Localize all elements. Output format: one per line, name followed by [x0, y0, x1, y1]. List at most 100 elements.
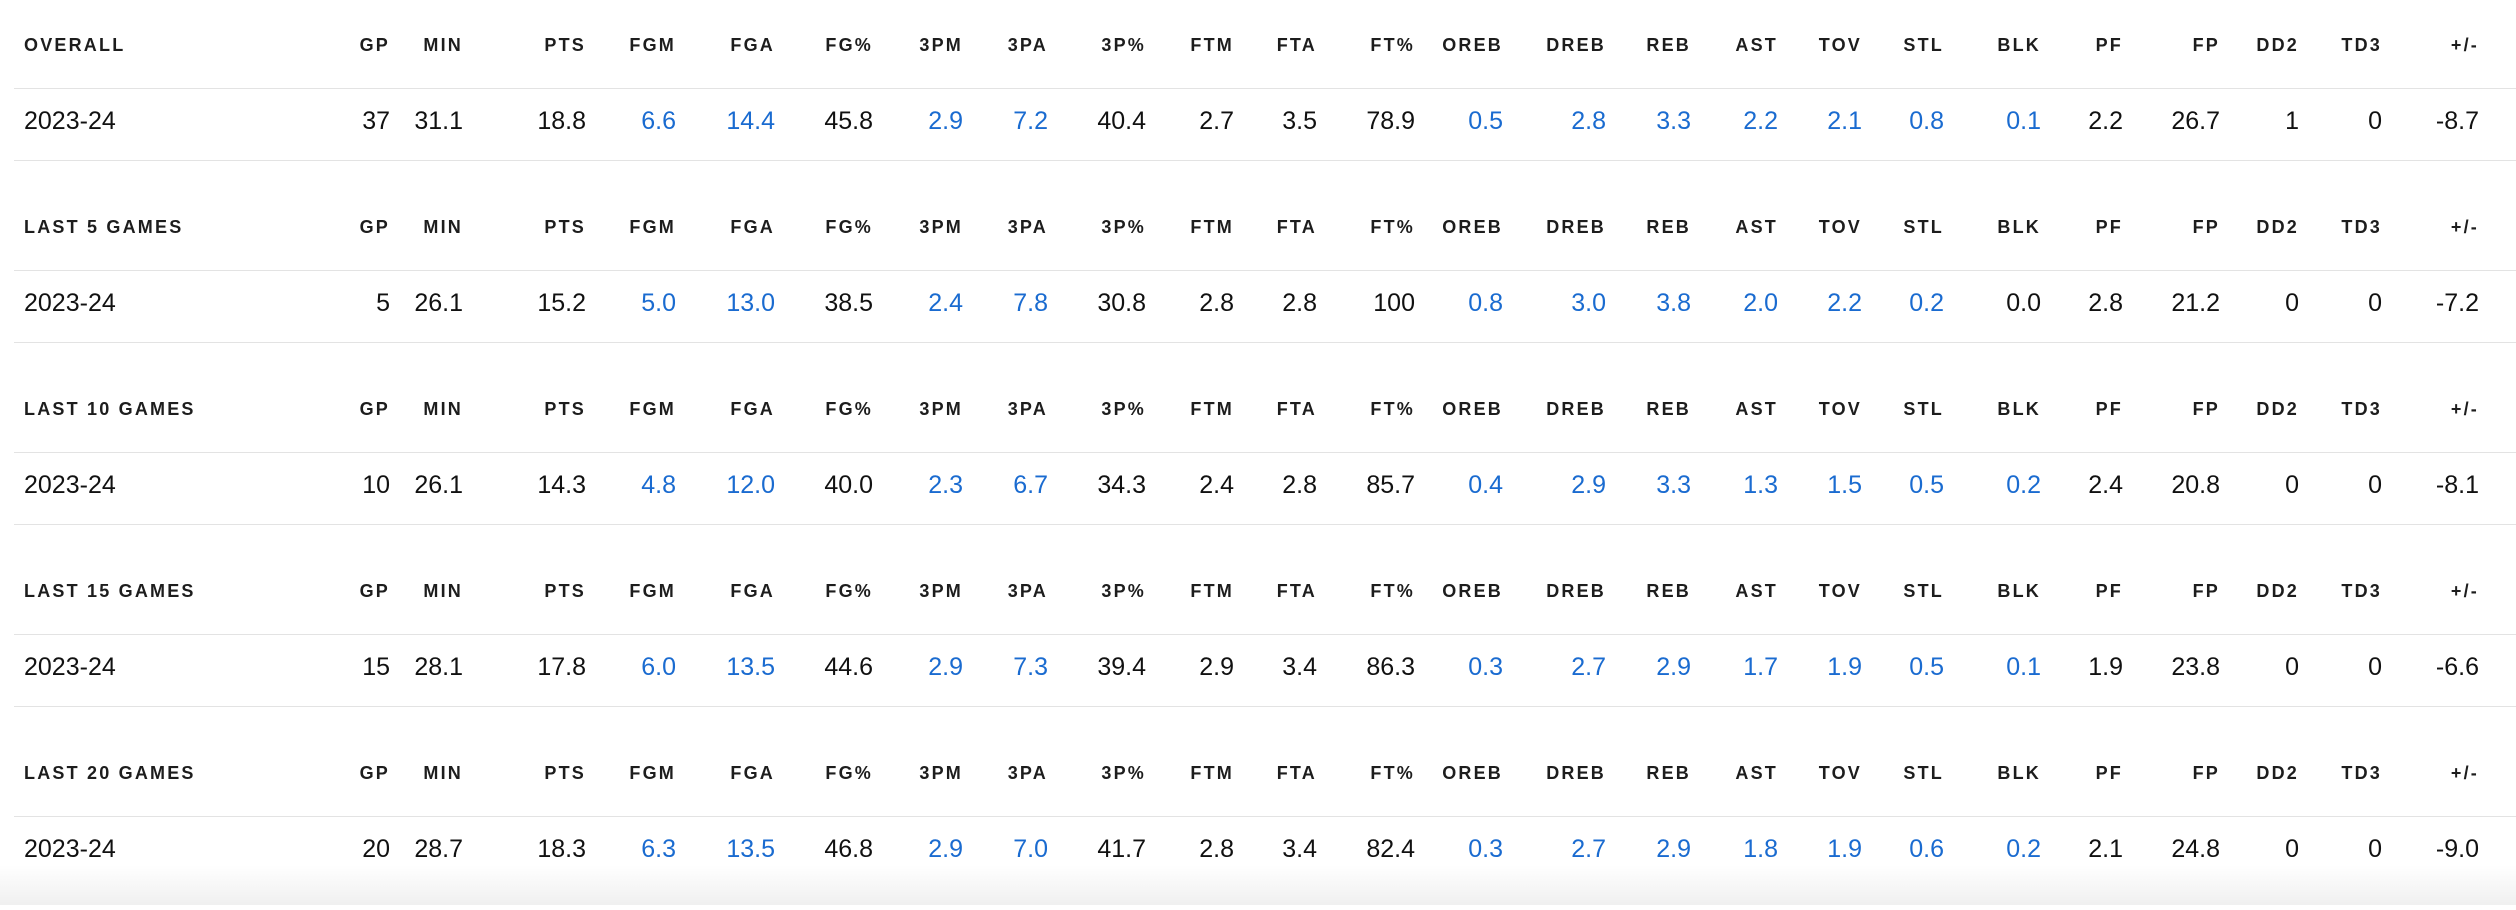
stat-3pa-link[interactable]: 7.2	[1013, 107, 1048, 135]
stat-3pm-link[interactable]: 2.9	[928, 835, 963, 863]
stat-stl-link[interactable]: 0.8	[1909, 107, 1944, 135]
column-header-min: MIN	[423, 35, 463, 55]
stat-min-value: 28.7	[414, 835, 463, 863]
stat-fgm-link[interactable]: 4.8	[641, 471, 676, 499]
stat-oreb-link[interactable]: 0.4	[1468, 471, 1503, 499]
stat-min-value: 26.1	[414, 471, 463, 499]
stat-dreb-link[interactable]: 2.7	[1571, 835, 1606, 863]
column-header-gp: GP	[359, 763, 390, 783]
column-header-3pm: 3PM	[919, 35, 963, 55]
stat-3pa-link[interactable]: 6.7	[1013, 471, 1048, 499]
stat-fga-link[interactable]: 12.0	[726, 471, 775, 499]
stat-dreb-link[interactable]: 2.8	[1571, 107, 1606, 135]
stat-dreb-link[interactable]: 3.0	[1571, 289, 1606, 317]
stat-ast-link[interactable]: 1.3	[1743, 471, 1778, 499]
stat-blk-link[interactable]: 0.2	[2006, 471, 2041, 499]
stat-blk-link[interactable]: 0.1	[2006, 653, 2041, 681]
stat-3pm-link[interactable]: 2.4	[928, 289, 963, 317]
stat-oreb-link[interactable]: 0.5	[1468, 107, 1503, 135]
stat-oreb-link[interactable]: 0.3	[1468, 835, 1503, 863]
stat-td3-value: 0	[2368, 835, 2382, 863]
stat-reb-link[interactable]: 2.9	[1656, 835, 1691, 863]
stat-pts-value: 17.8	[537, 653, 586, 681]
stat-stl-link[interactable]: 0.5	[1909, 653, 1944, 681]
stat-reb-link[interactable]: 2.9	[1656, 653, 1691, 681]
stat-tov-link[interactable]: 1.9	[1827, 835, 1862, 863]
stat-3pm-link[interactable]: 2.3	[928, 471, 963, 499]
column-header-tov: TOV	[1818, 399, 1862, 419]
column-header-3pm: 3PM	[919, 763, 963, 783]
column-header-tov: TOV	[1818, 763, 1862, 783]
column-header-3pa: 3PA	[1007, 763, 1048, 783]
stat-ast-link[interactable]: 2.0	[1743, 289, 1778, 317]
stat-stl-link[interactable]: 0.5	[1909, 471, 1944, 499]
stat-3pa-link[interactable]: 7.3	[1013, 653, 1048, 681]
stats-section-last-20-games: LAST 20 GAMES GP MIN PTS FGM FGA FG% 3PM 3PA 3P% F…	[0, 728, 2516, 910]
column-header-pts: PTS	[544, 399, 586, 419]
stat-fga-link[interactable]: 13.5	[726, 653, 775, 681]
stat-fga-link[interactable]: 13.5	[726, 835, 775, 863]
column-header-3pa: 3PA	[1007, 217, 1048, 237]
stat-fga-link[interactable]: 13.0	[726, 289, 775, 317]
column-header-fga: FGA	[730, 763, 775, 783]
stat-dreb-link[interactable]: 2.7	[1571, 653, 1606, 681]
column-header-fta: FTA	[1276, 35, 1317, 55]
stat-gp-value: 20	[362, 835, 390, 863]
table-row: 2023-24 5 26.1 15.2 5.0 13.0 38.5 2.4 7.8 30.8 2.8…	[14, 271, 2516, 343]
stat-fgm-link[interactable]: 6.6	[641, 107, 676, 135]
stat-reb-link[interactable]: 3.3	[1656, 471, 1691, 499]
stat-tov-link[interactable]: 1.9	[1827, 653, 1862, 681]
stat-ast-link[interactable]: 2.2	[1743, 107, 1778, 135]
column-header-oreb: OREB	[1442, 399, 1503, 419]
stat-blk-value: 0.0	[2006, 289, 2041, 317]
column-header-pts: PTS	[544, 581, 586, 601]
stat-oreb-link[interactable]: 0.3	[1468, 653, 1503, 681]
column-header-oreb: OREB	[1442, 217, 1503, 237]
section-title: LAST 5 GAMES	[24, 217, 184, 237]
stat-ftm-value: 2.8	[1199, 835, 1234, 863]
stat-fg-pct-value: 44.6	[824, 653, 873, 681]
stat-tov-link[interactable]: 1.5	[1827, 471, 1862, 499]
stat-dreb-link[interactable]: 2.9	[1571, 471, 1606, 499]
stat-reb-link[interactable]: 3.8	[1656, 289, 1691, 317]
column-header-pf: PF	[2095, 581, 2123, 601]
section-header-row: LAST 10 GAMES GP MIN PTS FGM FGA FG% 3PM 3PA 3P% F…	[14, 364, 2516, 453]
stat-3pm-link[interactable]: 2.9	[928, 107, 963, 135]
stat-min-value: 26.1	[414, 289, 463, 317]
stat-tov-link[interactable]: 2.2	[1827, 289, 1862, 317]
stat-stl-link[interactable]: 0.2	[1909, 289, 1944, 317]
stat-plus-minus-value: -8.1	[2435, 471, 2479, 499]
stat-3pm-link[interactable]: 2.9	[928, 653, 963, 681]
stat-ast-link[interactable]: 1.7	[1743, 653, 1778, 681]
stat-fp-value: 21.2	[2171, 289, 2220, 317]
column-header-td3: TD3	[2341, 217, 2382, 237]
column-header-fta: FTA	[1276, 217, 1317, 237]
column-header-3pm: 3PM	[919, 581, 963, 601]
stat-3pa-link[interactable]: 7.8	[1013, 289, 1048, 317]
column-header-fg-pct: FG%	[825, 217, 873, 237]
stat-blk-link[interactable]: 0.1	[2006, 107, 2041, 135]
stat-td3-value: 0	[2368, 471, 2382, 499]
stat-pts-value: 15.2	[537, 289, 586, 317]
column-header-3pa: 3PA	[1007, 35, 1048, 55]
stat-3pa-link[interactable]: 7.0	[1013, 835, 1048, 863]
stat-fga-link[interactable]: 14.4	[726, 107, 775, 135]
season-label: 2023-24	[24, 107, 116, 135]
column-header-ftm: FTM	[1190, 35, 1234, 55]
stat-oreb-link[interactable]: 0.8	[1468, 289, 1503, 317]
stat-stl-link[interactable]: 0.6	[1909, 835, 1944, 863]
stat-ast-link[interactable]: 1.8	[1743, 835, 1778, 863]
stat-blk-link[interactable]: 0.2	[2006, 835, 2041, 863]
column-header-3p-pct: 3P%	[1101, 581, 1146, 601]
stat-reb-link[interactable]: 3.3	[1656, 107, 1691, 135]
stat-fgm-link[interactable]: 6.0	[641, 653, 676, 681]
stat-fgm-link[interactable]: 6.3	[641, 835, 676, 863]
stat-tov-link[interactable]: 2.1	[1827, 107, 1862, 135]
stat-fgm-link[interactable]: 5.0	[641, 289, 676, 317]
stat-plus-minus-value: -8.7	[2435, 107, 2479, 135]
column-header-reb: REB	[1646, 399, 1691, 419]
stat-gp-value: 15	[362, 653, 390, 681]
column-header-fga: FGA	[730, 35, 775, 55]
column-header-stl: STL	[1903, 581, 1944, 601]
column-header-reb: REB	[1646, 763, 1691, 783]
